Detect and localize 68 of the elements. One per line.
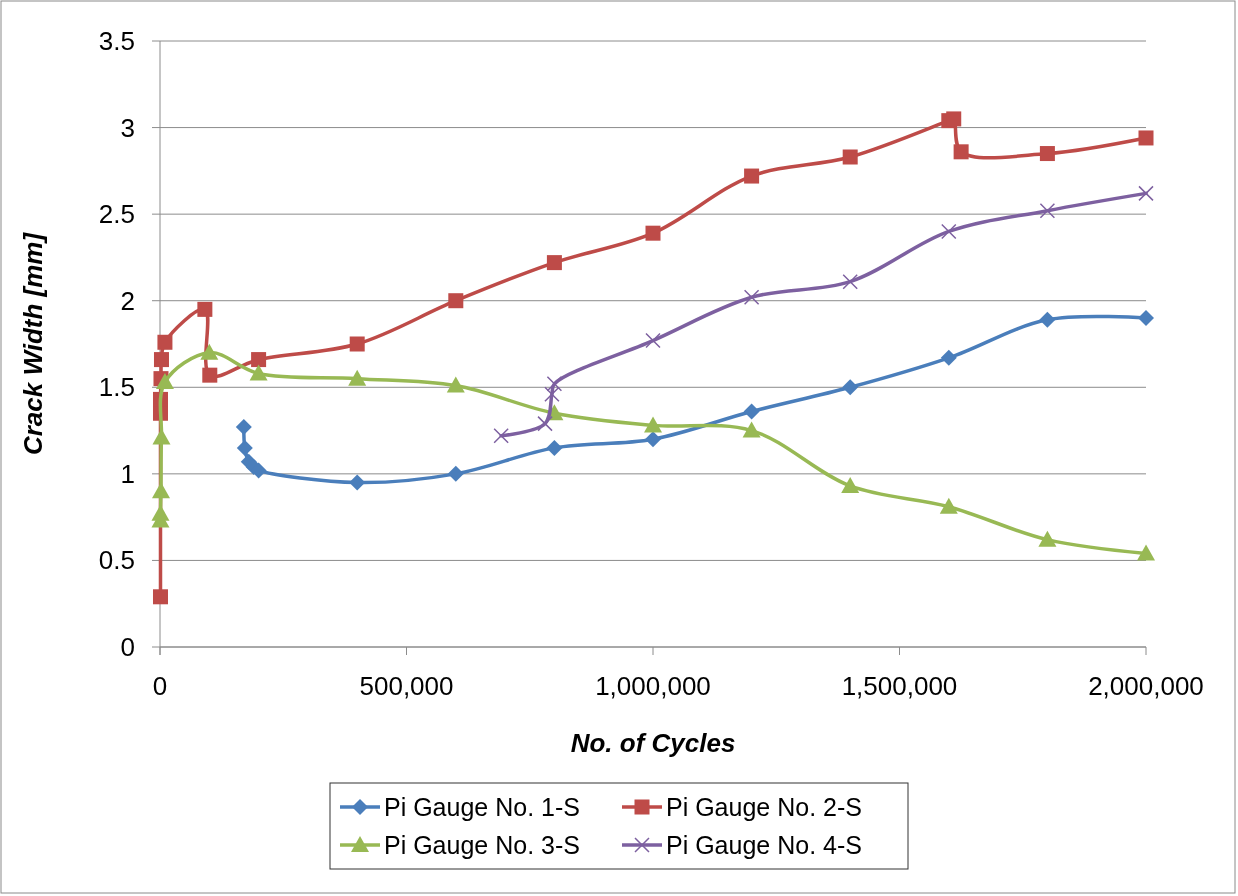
y-tick-label: 1 bbox=[120, 458, 135, 489]
point bbox=[645, 431, 661, 448]
point bbox=[544, 386, 560, 402]
legend-label: Pi Gauge No. 3-S bbox=[384, 831, 580, 859]
y-axis-title: Crack Width [mm] bbox=[18, 231, 48, 456]
point bbox=[447, 465, 464, 482]
point bbox=[235, 419, 252, 436]
point bbox=[743, 289, 760, 305]
point bbox=[1138, 185, 1154, 202]
point bbox=[197, 301, 213, 317]
point bbox=[349, 474, 366, 491]
point bbox=[1038, 530, 1057, 547]
point bbox=[1137, 544, 1155, 561]
x-axis-title: No. of Cycles bbox=[570, 728, 736, 758]
point bbox=[348, 369, 367, 386]
point bbox=[644, 416, 662, 433]
point bbox=[841, 476, 860, 493]
x-tick-label: 1,500,000 bbox=[841, 671, 958, 701]
point bbox=[152, 589, 168, 605]
y-tick-label: 1.5 bbox=[98, 372, 135, 403]
point bbox=[842, 149, 858, 165]
y-tick-label: 0.5 bbox=[98, 545, 135, 576]
point bbox=[1039, 146, 1055, 162]
point bbox=[153, 352, 169, 368]
point bbox=[200, 343, 219, 360]
point bbox=[1138, 310, 1154, 327]
point bbox=[251, 352, 267, 368]
point bbox=[941, 223, 957, 240]
point bbox=[743, 403, 760, 420]
point bbox=[249, 364, 268, 381]
point bbox=[645, 332, 661, 349]
legend-label: Pi Gauge No. 4-S bbox=[666, 831, 862, 859]
point bbox=[940, 349, 957, 366]
legend-label: Pi Gauge No. 1-S bbox=[384, 793, 580, 821]
x-tick-label: 0 bbox=[152, 671, 168, 701]
point bbox=[939, 497, 958, 514]
point bbox=[1039, 311, 1056, 328]
x-tick-label: 1,000,000 bbox=[595, 671, 711, 701]
x-tick-label: 500,000 bbox=[359, 671, 454, 701]
y-tick-label: 2.5 bbox=[98, 199, 135, 230]
point bbox=[742, 421, 761, 438]
legend-label: Pi Gauge No. 2-S bbox=[666, 793, 862, 821]
point bbox=[842, 273, 858, 290]
x-tick-label: 2,000,000 bbox=[1088, 671, 1204, 701]
y-tick-label: 0 bbox=[120, 632, 135, 662]
point bbox=[546, 376, 563, 392]
y-tick-label: 3 bbox=[120, 112, 135, 143]
point bbox=[157, 334, 173, 350]
point bbox=[151, 482, 170, 499]
point bbox=[546, 439, 563, 456]
point bbox=[493, 428, 509, 444]
point bbox=[645, 225, 661, 241]
point bbox=[202, 367, 218, 383]
point bbox=[349, 336, 365, 352]
point bbox=[953, 144, 969, 160]
point bbox=[1039, 202, 1056, 219]
y-tick-label: 3.5 bbox=[98, 26, 135, 56]
y-tick-label: 2 bbox=[120, 285, 135, 316]
point bbox=[537, 415, 553, 432]
point bbox=[546, 255, 562, 271]
point bbox=[744, 168, 760, 184]
point bbox=[155, 373, 174, 390]
point bbox=[1138, 130, 1154, 146]
point bbox=[236, 439, 253, 456]
point bbox=[448, 293, 464, 309]
point bbox=[446, 376, 465, 393]
point bbox=[946, 111, 962, 127]
point bbox=[842, 379, 859, 396]
